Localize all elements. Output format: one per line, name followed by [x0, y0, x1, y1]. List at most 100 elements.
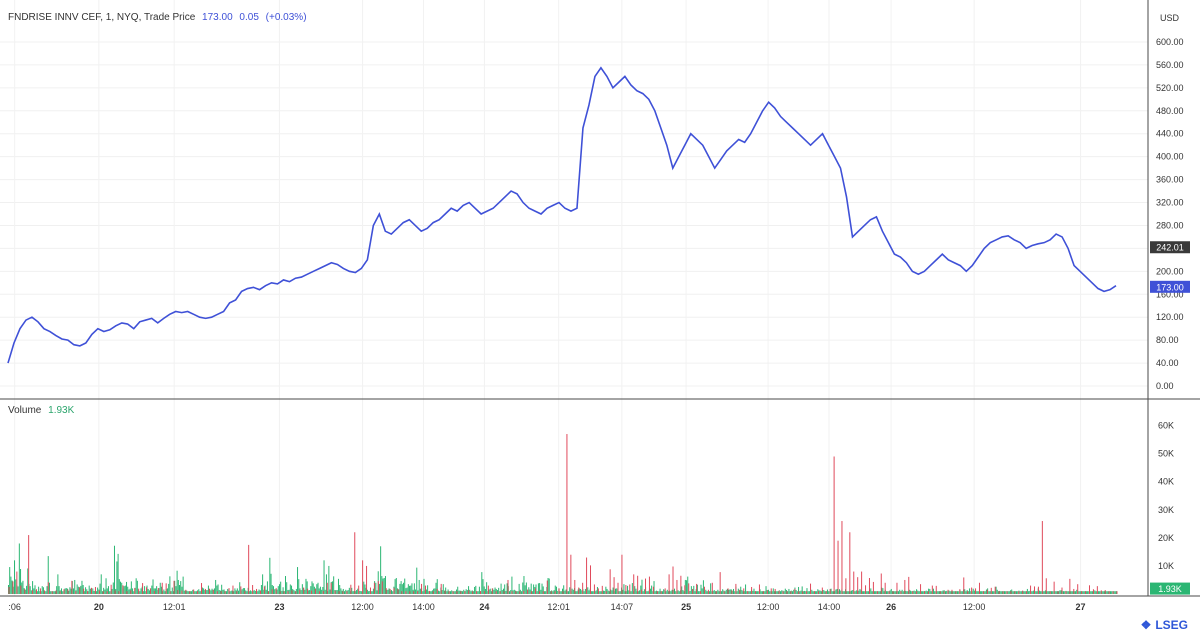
volume-bar-down — [888, 591, 890, 594]
volume-bar-up — [907, 591, 909, 594]
volume-bar-up — [335, 590, 337, 594]
volume-bar-down — [346, 591, 348, 594]
volume-bar-down — [138, 588, 140, 594]
volume-bar-up — [1031, 591, 1033, 594]
volume-bar-down — [668, 574, 670, 594]
volume-bar-up — [21, 582, 23, 594]
volume-bar-up — [76, 584, 78, 594]
volume-bar-up — [345, 589, 347, 594]
volume-bar-up — [293, 590, 295, 594]
volume-bar-up — [564, 590, 566, 594]
volume-bar-up — [646, 591, 648, 594]
volume-bar-up — [708, 591, 710, 594]
volume-bar-up — [630, 591, 632, 594]
volume-bar-up — [997, 591, 999, 594]
price-tick-label: 80.00 — [1156, 335, 1179, 345]
volume-bar-down — [880, 573, 882, 594]
volume-bar-up — [894, 591, 896, 594]
volume-bar-down — [216, 591, 218, 594]
volume-bar-up — [333, 576, 335, 594]
volume-bar-up — [328, 565, 330, 594]
volume-bar-down — [75, 591, 77, 594]
volume-bar-up — [989, 591, 991, 594]
volume-bar-down — [110, 584, 112, 594]
volume-bar-up — [357, 588, 359, 594]
volume-bar-up — [608, 591, 610, 594]
volume-bar-down — [645, 578, 647, 594]
volume-bar-down — [943, 591, 945, 594]
volume-bar-up — [194, 591, 196, 594]
volume-bar-down — [798, 591, 800, 594]
volume-bar-up — [98, 589, 100, 594]
volume-bar-up — [555, 586, 557, 594]
volume-bar-up — [800, 590, 802, 594]
volume-bar-down — [853, 571, 855, 594]
volume-bar-up — [879, 591, 881, 594]
volume-bar-up — [274, 589, 276, 594]
volume-bar-down — [424, 585, 426, 594]
volume-bar-up — [129, 588, 131, 594]
volume-bar-up — [1099, 591, 1101, 594]
volume-bar-down — [971, 587, 973, 594]
last-price: 173.00 — [202, 12, 233, 23]
volume-bar-up — [824, 591, 826, 594]
volume-bar-down — [130, 590, 132, 594]
volume-bar-down — [707, 589, 709, 594]
volume-bar-up — [1041, 591, 1043, 594]
volume-bar-down — [1100, 590, 1102, 594]
time-tick-label: :06 — [8, 602, 21, 612]
brand-logo: ❖ LSEG — [1141, 618, 1188, 632]
volume-bar-down — [998, 591, 1000, 594]
volume-bar-up — [674, 588, 675, 594]
volume-bar-down — [751, 586, 753, 594]
volume-bar-up — [1005, 591, 1007, 594]
volume-bar-up — [447, 589, 449, 594]
price-tick-label: 360.00 — [1156, 175, 1184, 185]
volume-bar-up — [198, 589, 200, 594]
volume-bar-up — [286, 582, 288, 594]
volume-bar-down — [578, 587, 580, 594]
volume-bar-down — [389, 588, 391, 594]
volume-bar-up — [394, 579, 396, 594]
volume-bar-down — [43, 590, 45, 594]
volume-bar-down — [810, 583, 812, 594]
volume-bar-up — [524, 585, 526, 594]
volume-bar-up — [647, 591, 649, 594]
volume-bar-down — [621, 554, 623, 594]
volume-bar-up — [20, 569, 22, 594]
volume-bar-up — [312, 583, 314, 594]
volume-bar-down — [428, 590, 430, 594]
volume-bar-down — [1096, 586, 1098, 594]
volume-bar-down — [868, 578, 870, 594]
volume-bar-up — [203, 588, 205, 594]
volume-bar-up — [375, 582, 377, 594]
volume-bar-up — [221, 584, 223, 594]
volume-bar-down — [193, 589, 195, 594]
volume-bar-down — [597, 588, 599, 594]
symbol-title: FNDRISE INNV CEF, 1, NYQ, Trade Price — [8, 12, 196, 23]
volume-bar-up — [304, 589, 306, 594]
volume-bar-up — [805, 591, 807, 594]
volume-bar-up — [292, 588, 294, 594]
volume-bar-down — [350, 584, 352, 594]
volume-bar-up — [969, 588, 971, 594]
volume-bar-up — [840, 590, 842, 594]
volume-bar-up — [496, 590, 498, 594]
volume-bar-up — [223, 589, 225, 594]
volume-bar-up — [983, 591, 985, 594]
volume-bar-down — [593, 584, 595, 594]
volume-bar-up — [908, 589, 910, 594]
volume-bar-up — [1059, 590, 1061, 594]
volume-bar-down — [503, 591, 505, 594]
volume-bar-up — [957, 591, 959, 594]
volume-bar-up — [655, 590, 657, 594]
volume-bar-down — [892, 591, 894, 594]
volume-bar-up — [882, 588, 884, 594]
volume-bar-up — [244, 588, 246, 594]
volume-badge: 1.93K — [1158, 584, 1182, 594]
volume-bar-up — [107, 586, 109, 594]
volume-bar-up — [169, 576, 171, 594]
volume-bar-up — [478, 586, 480, 594]
volume-bar-down — [220, 591, 222, 594]
volume-bar-up — [773, 591, 775, 594]
